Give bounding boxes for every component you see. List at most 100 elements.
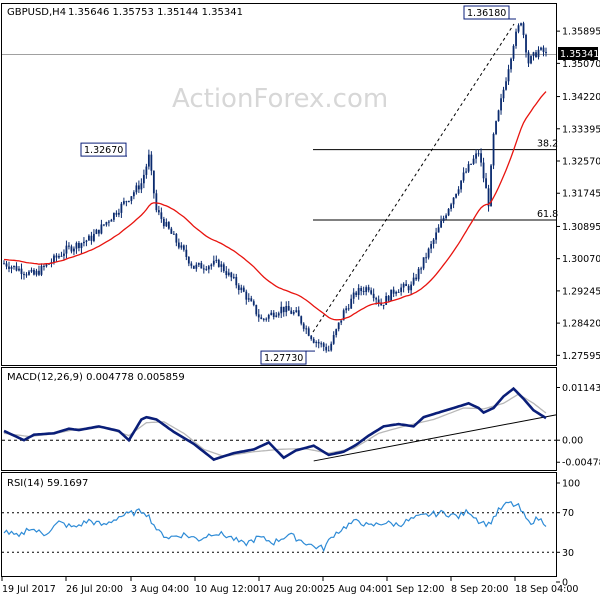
candle xyxy=(485,172,487,189)
candle-body xyxy=(265,318,268,320)
candle-body xyxy=(367,287,370,291)
candle xyxy=(85,239,88,247)
candle-body xyxy=(440,220,442,228)
candle-body xyxy=(425,257,428,259)
candle-body xyxy=(70,246,73,252)
candle-body xyxy=(85,240,88,242)
candle xyxy=(147,149,150,170)
candle xyxy=(490,163,492,207)
candle-body xyxy=(410,284,413,291)
price-title: GBPUSD,H4 xyxy=(7,7,66,18)
candle-body xyxy=(480,153,482,163)
candle-body xyxy=(330,343,333,351)
candle xyxy=(157,205,160,216)
y-tick-label: 1.32570 xyxy=(562,157,600,168)
candle-body xyxy=(175,234,178,243)
candle-body xyxy=(98,229,100,234)
candle xyxy=(232,273,235,280)
candle xyxy=(257,309,260,322)
candle xyxy=(322,341,325,352)
candle-body xyxy=(112,212,115,220)
candle xyxy=(235,273,238,289)
candle-body xyxy=(38,270,40,275)
x-tick-label: 25 Aug 04:00 xyxy=(323,584,387,595)
candle xyxy=(162,216,165,229)
candle-body xyxy=(63,253,65,256)
candle-body xyxy=(512,45,515,59)
candle-body xyxy=(45,263,48,267)
candle-body xyxy=(307,328,310,336)
candle-body xyxy=(235,276,238,286)
candle xyxy=(68,242,70,250)
candle-body xyxy=(122,201,125,204)
candle-body xyxy=(220,264,223,267)
candle-body xyxy=(197,263,200,265)
candle-body xyxy=(355,292,358,295)
candle xyxy=(345,305,348,314)
candle-body xyxy=(387,295,390,301)
candle xyxy=(372,288,375,302)
candle xyxy=(245,289,248,305)
candle-body xyxy=(3,263,5,265)
candle xyxy=(365,285,368,296)
candle-body xyxy=(320,343,323,345)
price-panel-frame xyxy=(1,3,557,366)
candle xyxy=(367,284,370,293)
candle-body xyxy=(242,287,245,292)
candle xyxy=(352,288,355,304)
candle xyxy=(517,23,520,34)
candle xyxy=(30,267,33,273)
candle-body xyxy=(135,185,138,193)
candle xyxy=(302,322,305,332)
candle-body xyxy=(257,314,260,318)
candle-body xyxy=(8,266,10,269)
price-panel: GBPUSD,H4 1.35646 1.35753 1.35144 1.3534… xyxy=(1,3,600,366)
candle xyxy=(23,271,25,280)
candle xyxy=(78,240,80,252)
candle-body xyxy=(260,317,263,320)
candle xyxy=(120,201,123,218)
y-tick-label: 1.35070 xyxy=(562,59,600,70)
candle-body xyxy=(108,221,110,223)
candle xyxy=(432,238,435,249)
candle xyxy=(537,46,540,60)
candle-body xyxy=(475,153,477,159)
candle-body xyxy=(255,304,258,315)
y-tick-label: 100 xyxy=(562,479,580,490)
candle-body xyxy=(417,268,420,280)
candle-body xyxy=(510,58,512,70)
candle xyxy=(195,262,198,272)
candle xyxy=(255,304,258,317)
candle xyxy=(117,208,120,218)
candle xyxy=(407,284,410,294)
candle xyxy=(387,294,390,303)
candle-body xyxy=(33,269,35,275)
candle xyxy=(187,256,190,267)
candle-body xyxy=(145,166,148,175)
candle xyxy=(427,247,430,260)
candle xyxy=(420,266,423,274)
candle xyxy=(332,331,335,345)
candle-body xyxy=(377,299,380,304)
candle xyxy=(222,262,225,273)
candle-body xyxy=(65,245,68,254)
candle xyxy=(460,180,462,193)
candle-body xyxy=(457,189,460,194)
candle xyxy=(165,218,168,228)
candle-body xyxy=(317,342,320,344)
candle-body xyxy=(297,310,300,317)
candle xyxy=(265,317,268,322)
candle xyxy=(350,294,353,309)
candle xyxy=(202,264,205,274)
candle-body xyxy=(217,259,220,267)
macd-trendline xyxy=(313,414,557,462)
candle xyxy=(132,190,135,200)
candle-body xyxy=(375,298,378,300)
candle xyxy=(307,326,310,337)
macd-panel-frame xyxy=(1,367,557,471)
x-tick-label: 10 Aug 12:00 xyxy=(195,584,259,595)
last-price-box xyxy=(558,47,598,60)
candle xyxy=(192,265,195,270)
y-tick-label: 0.00 xyxy=(562,436,583,447)
candle xyxy=(467,161,470,173)
